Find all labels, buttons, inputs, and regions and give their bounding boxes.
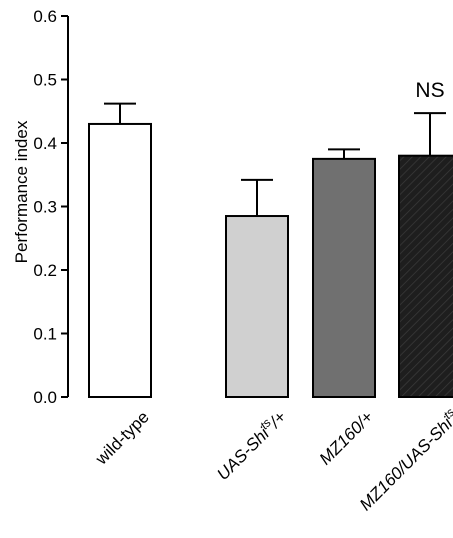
y-tick-label: 0.6 xyxy=(33,7,57,26)
y-tick-label: 0.2 xyxy=(33,261,57,280)
category-label: wild-type xyxy=(91,407,153,469)
bar-2 xyxy=(312,157,376,398)
category-label: UAS-Shits/+ xyxy=(211,405,290,484)
category-label: MZ160/+ xyxy=(316,407,377,468)
y-axis-label: Performance index xyxy=(12,120,31,263)
y-tick-label: 0.1 xyxy=(33,325,57,344)
y-tick-label: 0.3 xyxy=(33,198,57,217)
bar-0 xyxy=(88,122,152,398)
plot-area: 0.0 0.1 0.2 0.3 0.4 0.5 0.6 wild-type UAS-Shits/… xyxy=(33,7,453,514)
y-tick-label: 0.4 xyxy=(33,134,57,153)
significance-annotation: NS xyxy=(415,79,444,102)
bar-1 xyxy=(225,215,289,398)
bar-3 xyxy=(398,154,453,398)
y-tick-label: 0.0 xyxy=(33,388,57,407)
y-tick-label: 0.5 xyxy=(33,71,57,90)
